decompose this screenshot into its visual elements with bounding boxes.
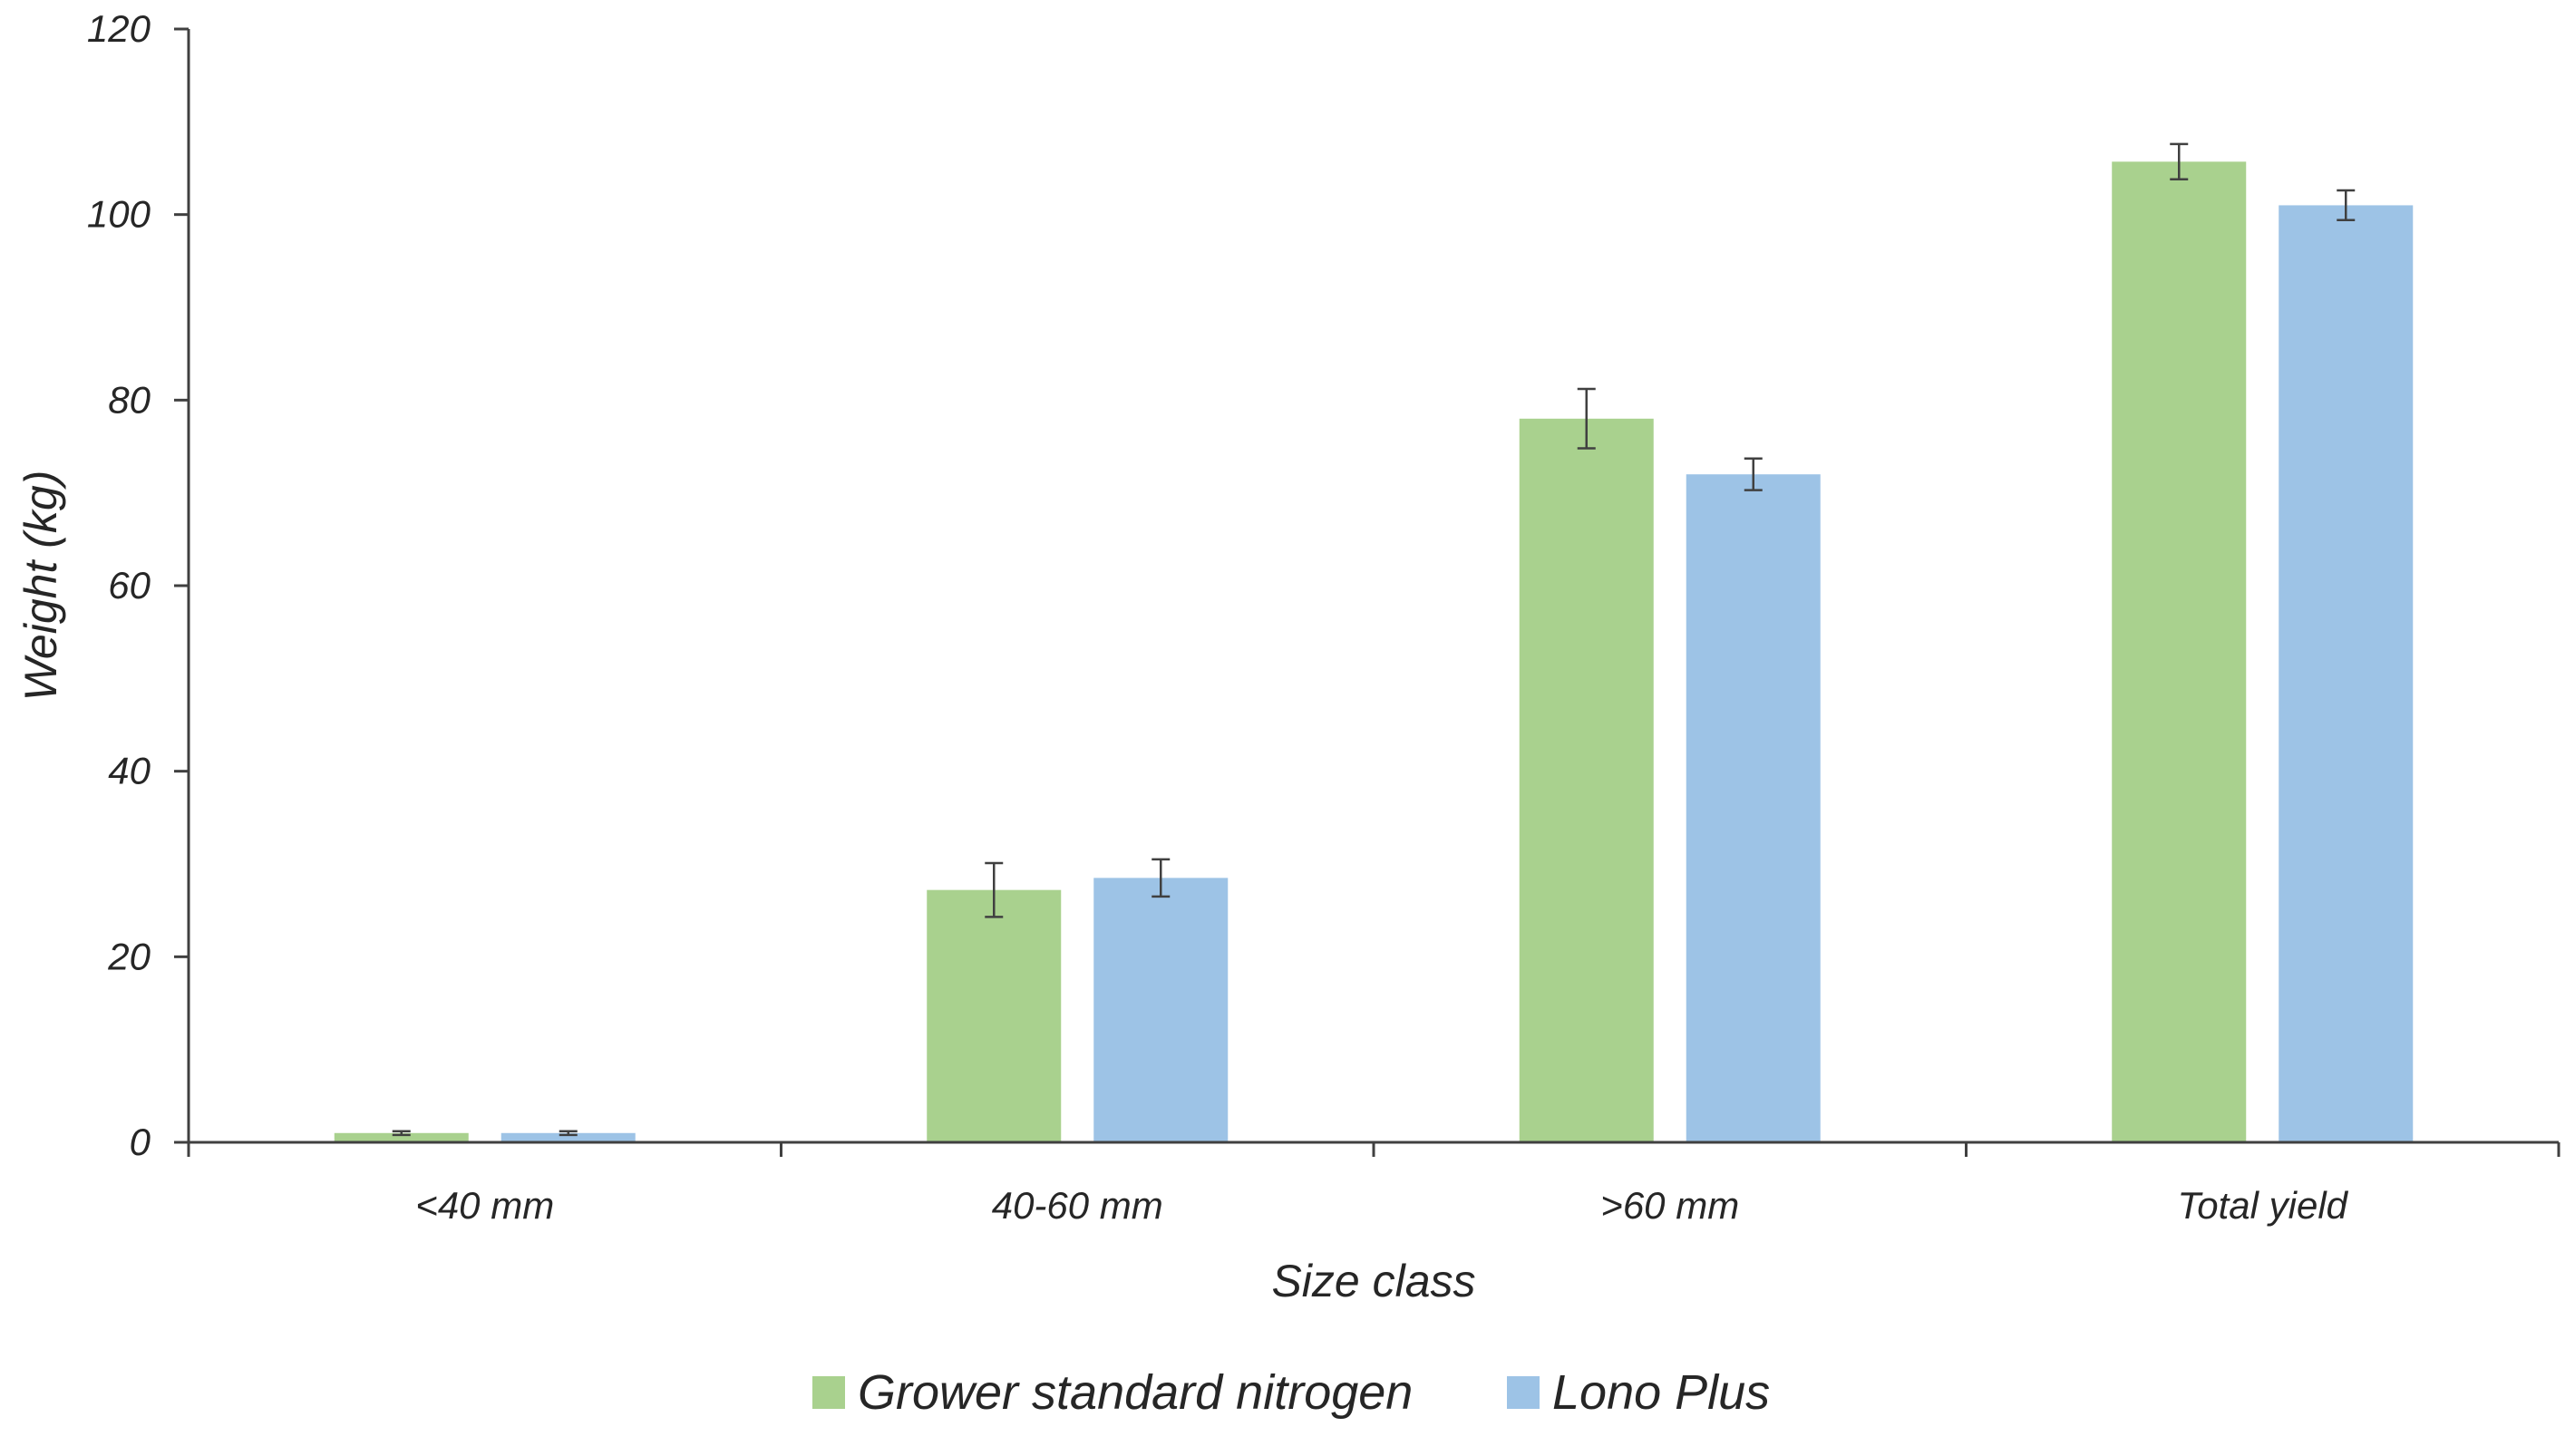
bar	[2112, 161, 2247, 1142]
y-tick-label: 0	[130, 1121, 151, 1163]
x-tick-label: Total yield	[2177, 1184, 2348, 1227]
y-axis-title: Weight (kg)	[15, 471, 66, 702]
x-tick-label: >60 mm	[1600, 1184, 1739, 1227]
y-tick-label: 120	[87, 7, 151, 50]
legend: Grower standard nitrogen Lono Plus	[812, 1365, 1770, 1420]
y-tick-label: 40	[108, 750, 151, 792]
bars	[334, 161, 2414, 1142]
bar	[1519, 418, 1654, 1142]
legend-label: Lono Plus	[1552, 1365, 1770, 1420]
legend-label: Grower standard nitrogen	[858, 1365, 1413, 1420]
x-tick-label: 40-60 mm	[992, 1184, 1163, 1227]
bar	[2279, 205, 2414, 1142]
x-tick-label: <40 mm	[415, 1184, 554, 1227]
x-axis-ticks: <40 mm 40-60 mm >60 mm Total yield	[187, 1142, 2560, 1227]
bar	[500, 1132, 636, 1142]
y-tick-label: 20	[107, 935, 151, 977]
legend-swatch	[812, 1376, 845, 1409]
bar	[334, 1132, 469, 1142]
y-tick-label: 100	[87, 193, 151, 236]
bar	[1093, 878, 1229, 1142]
y-tick-label: 60	[108, 564, 151, 607]
x-axis-title: Size class	[1271, 1256, 1475, 1306]
bar	[1686, 474, 1821, 1142]
legend-swatch	[1507, 1376, 1540, 1409]
y-axis-ticks: 0 20 40 60 80 100 120	[87, 7, 189, 1163]
y-tick-label: 80	[108, 378, 151, 421]
error-bars	[392, 142, 2356, 1137]
bar	[927, 889, 1062, 1142]
